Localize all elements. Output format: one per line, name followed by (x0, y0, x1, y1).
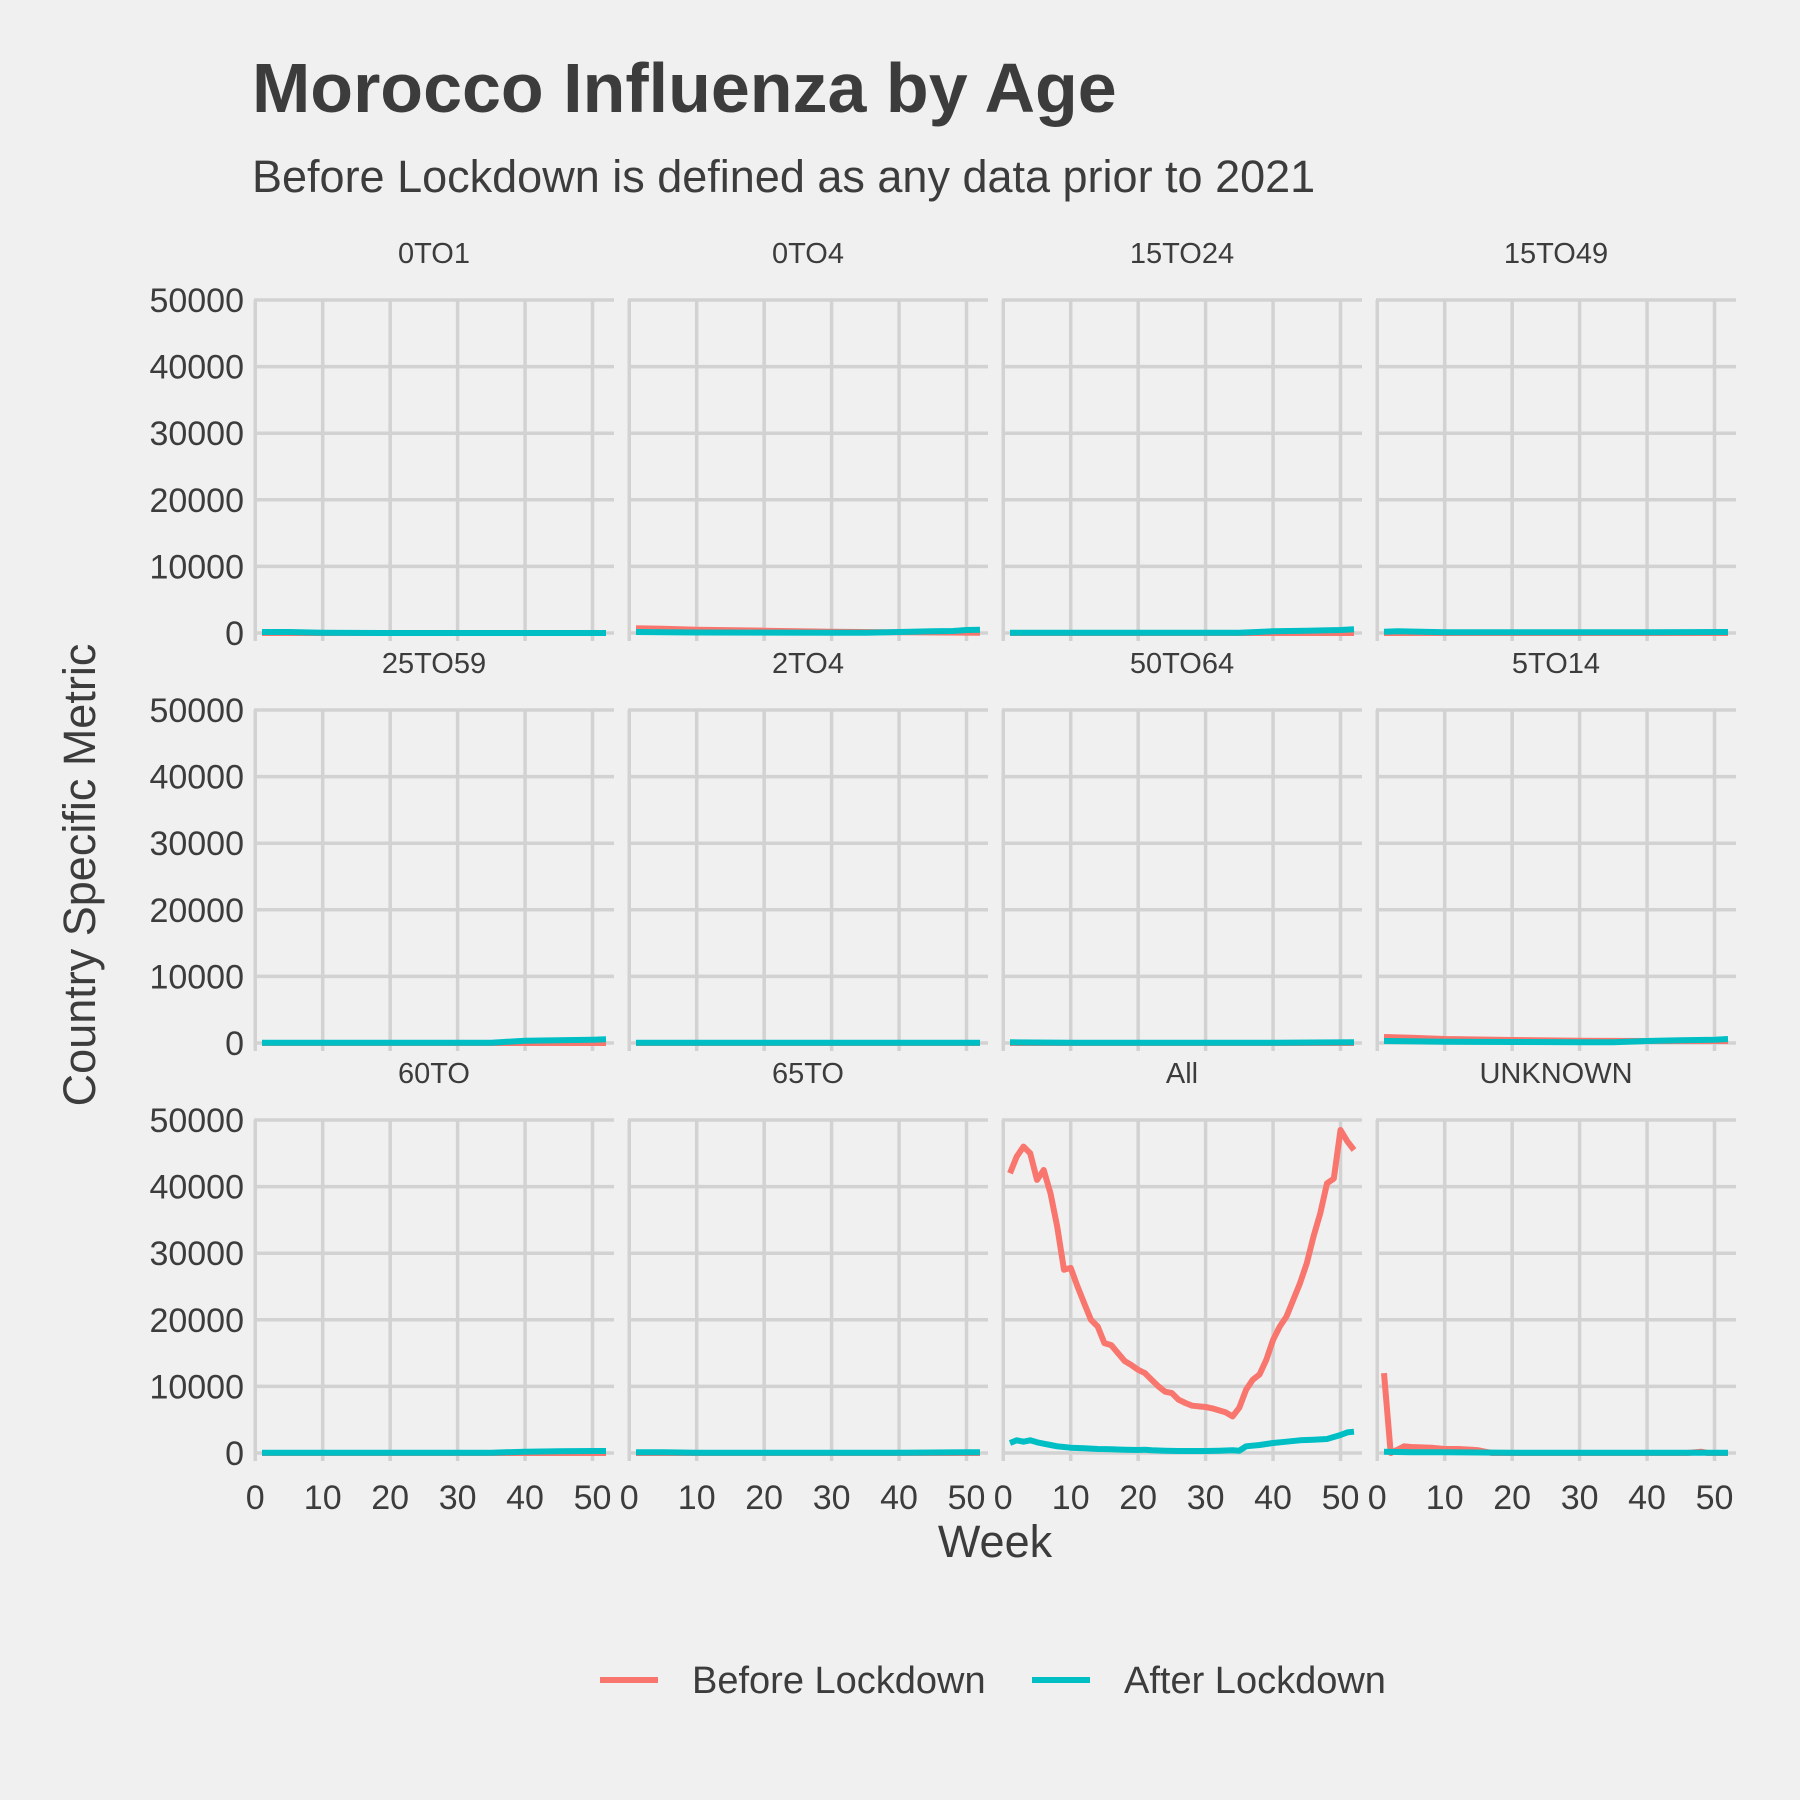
legend-label: Before Lockdown (692, 1660, 986, 1702)
y-tick-label: 20000 (149, 482, 244, 520)
facet-label: All (1166, 1058, 1198, 1090)
facet-50to64: 50TO64 (1001, 648, 1362, 1051)
x-tick-label: 10 (678, 1479, 716, 1517)
x-tick-label: 30 (439, 1479, 477, 1517)
x-tick-label: 40 (506, 1479, 544, 1517)
facet-label: 0TO1 (398, 238, 470, 270)
x-tick-label: 30 (813, 1479, 851, 1517)
x-tick-label: 50 (574, 1479, 612, 1517)
facet-5to14: 5TO14 (1375, 648, 1736, 1051)
y-tick-label: 0 (225, 1435, 244, 1473)
y-tick-label: 10000 (149, 548, 244, 586)
series-line-after-lockdown (1383, 1036, 1729, 1046)
facet-0to1: 0TO1 0 10000 20000 30000 40000 50000 (149, 238, 614, 653)
x-axis-title: Week (938, 1516, 1053, 1567)
x-tick-label: 40 (1254, 1479, 1292, 1517)
series-line-after-lockdown (635, 626, 981, 636)
x-tick-label: 40 (1628, 1479, 1666, 1517)
y-tick-label: 40000 (149, 759, 244, 797)
x-tick-label: 0 (994, 1479, 1013, 1517)
y-tick-label: 50000 (149, 1102, 244, 1140)
facet-label: 65TO (772, 1058, 844, 1090)
series-line-after-lockdown (262, 629, 606, 636)
y-tick-label: 10000 (149, 1368, 244, 1406)
y-tick-label: 20000 (149, 892, 244, 930)
series-line-after-lockdown (1383, 1448, 1728, 1456)
series-line-after-lockdown (1010, 626, 1355, 636)
x-tick-label: 10 (304, 1479, 342, 1517)
legend-label: After Lockdown (1124, 1660, 1386, 1702)
facet-2to4: 2TO4 (627, 648, 988, 1051)
y-tick-label: 40000 (149, 349, 244, 387)
facet-label: 50TO64 (1130, 648, 1234, 680)
x-tick-label: 10 (1052, 1479, 1090, 1517)
legend: Before Lockdown After Lockdown (600, 1660, 1386, 1702)
y-tick-label: 0 (225, 615, 244, 653)
x-tick-label: 0 (620, 1479, 639, 1517)
x-tick-label: 40 (880, 1479, 918, 1517)
facet-unknown: UNKNOWN 0 10 20 30 40 50 (1368, 1058, 1736, 1517)
facet-label: 15TO24 (1130, 238, 1234, 270)
y-tick-label: 50000 (149, 692, 244, 730)
x-tick-label: 30 (1561, 1479, 1599, 1517)
x-tick-label: 20 (1119, 1479, 1157, 1517)
x-tick-label: 0 (1368, 1479, 1387, 1517)
chart-title: Morocco Influenza by Age (252, 49, 1117, 127)
facet-25to59: 25TO59 0 10000 20000 30000 40000 50000 (149, 648, 614, 1063)
x-tick-label: 30 (1187, 1479, 1225, 1517)
facet-label: 5TO14 (1512, 648, 1600, 680)
series-line-after-lockdown (262, 1036, 607, 1046)
x-tick-label: 50 (948, 1479, 986, 1517)
y-tick-label: 20000 (149, 1302, 244, 1340)
chart-subtitle: Before Lockdown is defined as any data p… (252, 151, 1315, 202)
y-tick-label: 40000 (149, 1169, 244, 1207)
y-tick-label: 30000 (149, 1235, 244, 1273)
facet-label: 60TO (398, 1058, 470, 1090)
facet-60to: 60TO 0 10000 20000 30000 40000 50000 0 10 20 30 40 5… (149, 1058, 614, 1517)
facet-label: 0TO4 (772, 238, 844, 270)
facet-label: UNKNOWN (1479, 1058, 1632, 1090)
series-line-before-lockdown (1007, 1127, 1357, 1420)
facet-0to4: 0TO4 (627, 238, 988, 641)
facet-15to49: 15TO49 (1375, 238, 1736, 641)
series-line-after-lockdown (1383, 628, 1729, 636)
x-tick-label: 0 (246, 1479, 265, 1517)
y-tick-label: 0 (225, 1025, 244, 1063)
x-tick-label: 50 (1696, 1479, 1734, 1517)
x-tick-label: 10 (1426, 1479, 1464, 1517)
legend-item-after-lockdown: After Lockdown (1032, 1660, 1386, 1702)
facet-65to: 65TO 0 10 20 30 40 50 (620, 1058, 988, 1517)
facet-label: 2TO4 (772, 648, 844, 680)
facet-label: 15TO49 (1504, 238, 1608, 270)
facet-label: 25TO59 (382, 648, 486, 680)
x-tick-label: 20 (1493, 1479, 1531, 1517)
series-line-after-lockdown (1008, 1428, 1355, 1454)
y-tick-label: 50000 (149, 282, 244, 320)
x-tick-label: 20 (745, 1479, 783, 1517)
y-tick-label: 10000 (149, 958, 244, 996)
facet-15to24: 15TO24 (1001, 238, 1362, 641)
y-tick-label: 30000 (149, 825, 244, 863)
x-tick-label: 50 (1322, 1479, 1360, 1517)
y-axis-title: Country Specific Metric (54, 644, 105, 1107)
legend-item-before-lockdown: Before Lockdown (600, 1660, 986, 1702)
series-line-after-lockdown (262, 1448, 606, 1456)
y-tick-label: 30000 (149, 415, 244, 453)
facet-all: All 0 10 20 30 40 50 (994, 1058, 1362, 1517)
x-tick-label: 20 (371, 1479, 409, 1517)
